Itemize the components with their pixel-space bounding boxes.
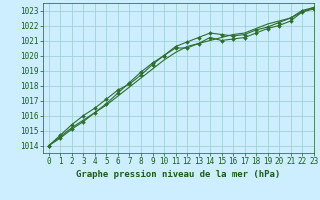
X-axis label: Graphe pression niveau de la mer (hPa): Graphe pression niveau de la mer (hPa) [76, 170, 281, 179]
